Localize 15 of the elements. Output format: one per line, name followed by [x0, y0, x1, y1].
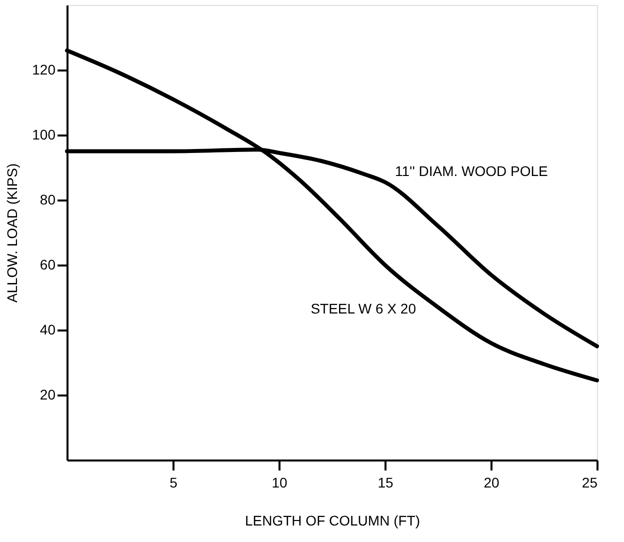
series-label: 11'' DIAM. WOOD POLE	[395, 163, 548, 180]
y-tick-label: 80	[40, 192, 56, 208]
series-label: STEEL W 6 X 20	[310, 300, 416, 316]
x-tick-label: 5	[170, 474, 178, 490]
x-tick-label: 20	[484, 474, 500, 490]
y-tick-label: 20	[40, 386, 56, 402]
x-tick-label: 10	[272, 474, 288, 490]
y-tick-label: 100	[32, 126, 56, 142]
x-axis-title: LENGTH OF COLUMN (FT)	[245, 512, 420, 528]
y-tick-label: 40	[40, 322, 56, 338]
y-tick-label: 120	[32, 62, 56, 78]
x-tick-label: 15	[378, 474, 394, 490]
x-tick-label: 25	[582, 474, 598, 490]
y-tick-label: 60	[40, 256, 56, 272]
y-axis-title: ALLOW. LOAD (KIPS)	[4, 163, 20, 303]
